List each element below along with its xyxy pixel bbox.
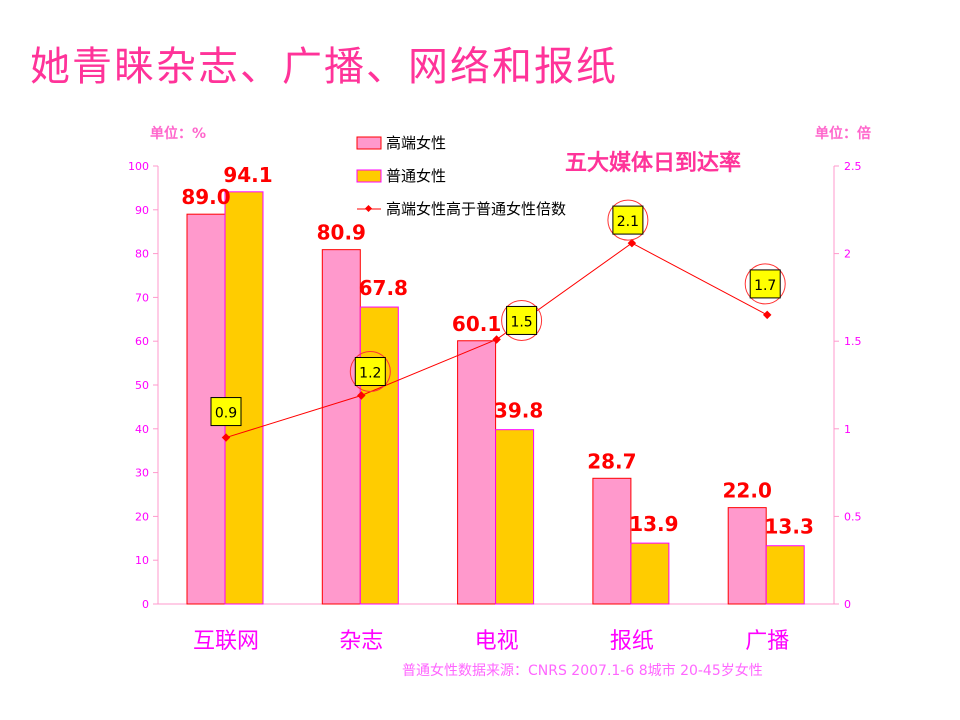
category-label: 广播 — [745, 629, 789, 654]
right-tick-label: 0.5 — [844, 510, 862, 523]
ratio-label: 1.7 — [754, 278, 776, 294]
bar-high-end — [727, 507, 767, 605]
right-tick-label: 2 — [844, 248, 851, 261]
bar-ordinary-label: 67.8 — [359, 276, 408, 300]
bar-high-end — [321, 249, 361, 605]
bar-high-end-label: 80.9 — [317, 221, 366, 245]
ratio-label-box — [354, 357, 386, 387]
bar-high-end — [592, 477, 632, 605]
legend-label: 高端女性 — [386, 134, 446, 152]
right-tick-label: 1.5 — [844, 335, 862, 348]
bar-ordinary-label: 94.1 — [223, 163, 272, 187]
ratio-label-box — [210, 397, 242, 427]
highlight-circle — [501, 299, 543, 341]
bar-high-end-label: 22.0 — [723, 479, 772, 503]
ratio-marker — [762, 310, 772, 320]
slide-title: 她青睐杂志、广播、网络和报纸 — [30, 44, 618, 90]
ratio-label-box — [749, 269, 781, 299]
left-tick-label: 30 — [135, 467, 149, 480]
left-tick-label: 80 — [135, 248, 149, 261]
legend-marker — [364, 204, 373, 213]
ratio-label: 1.2 — [359, 366, 381, 382]
right-tick-label: 1 — [844, 423, 851, 436]
ratio-marker — [492, 335, 501, 344]
source-note: 普通女性数据来源：CNRS 2007.1-6 8城市 20-45岁女性 — [402, 662, 763, 679]
legend-swatch-ordinary — [356, 169, 382, 183]
left-tick-label: 90 — [135, 204, 149, 217]
left-tick-label: 40 — [135, 423, 149, 436]
category-label: 互联网 — [193, 629, 259, 654]
ratio-marker — [357, 391, 366, 400]
legend-label: 高端女性高于普通女性倍数 — [386, 200, 566, 218]
legend-label: 普通女性 — [386, 167, 446, 185]
bar-ordinary — [630, 542, 670, 605]
ratio-label: 1.5 — [510, 314, 532, 330]
ratio-marker — [221, 433, 231, 442]
left-tick-label: 100 — [128, 160, 149, 173]
right-tick-label: 2.5 — [844, 160, 862, 173]
left-tick-label: 50 — [135, 379, 149, 392]
left-tick-label: 10 — [135, 554, 149, 567]
bar-ordinary-label: 13.3 — [765, 515, 814, 539]
bar-ordinary — [359, 306, 399, 605]
left-tick-label: 0 — [142, 598, 149, 611]
bar-ordinary — [765, 545, 805, 605]
bar-ordinary — [495, 429, 535, 605]
left-unit-label: 单位：% — [150, 125, 206, 142]
category-label: 报纸 — [610, 629, 654, 654]
right-unit-label: 单位：倍 — [815, 125, 871, 142]
highlight-circle — [744, 263, 786, 305]
left-tick-label: 60 — [135, 335, 149, 348]
ratio-label-box — [612, 205, 644, 235]
category-label: 杂志 — [339, 629, 383, 654]
left-tick-label: 20 — [135, 510, 149, 523]
left-tick-label: 70 — [135, 291, 149, 304]
ratio-label: 0.9 — [215, 406, 237, 422]
bar-high-end-label: 60.1 — [452, 312, 501, 336]
ratio-label: 2.1 — [617, 214, 639, 230]
bar-ordinary-label: 13.9 — [629, 512, 678, 536]
legend-swatch-high-end — [356, 136, 382, 150]
bar-high-end — [457, 340, 497, 605]
right-tick-label: 0 — [844, 598, 851, 611]
category-label: 电视 — [475, 629, 519, 654]
chart-title: 五大媒体日到达率 — [565, 150, 741, 176]
bar-high-end-label: 89.0 — [181, 185, 230, 209]
ratio-label-box — [506, 305, 538, 335]
bar-ordinary-label: 39.8 — [494, 399, 543, 423]
bar-high-end-label: 28.7 — [587, 449, 636, 473]
highlight-circle — [349, 351, 391, 393]
highlight-circle — [607, 199, 649, 241]
